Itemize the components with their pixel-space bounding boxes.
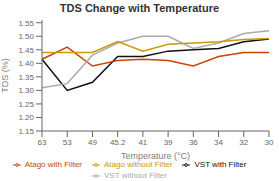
svg-text:1.35: 1.35	[18, 73, 34, 82]
svg-text:53: 53	[63, 138, 72, 147]
svg-text:TDS (%): TDS (%)	[8, 58, 10, 93]
html-text:VST without Filter: VST without Filter	[104, 171, 167, 180]
svg-text:41: 41	[138, 138, 147, 147]
svg-text:1.50: 1.50	[18, 32, 34, 41]
html-text:Atago without Filter: Atago without Filter	[104, 160, 173, 169]
svg-text:34: 34	[214, 138, 223, 147]
svg-text:30: 30	[265, 138, 271, 147]
svg-text:Temperature (°C): Temperature (°C)	[121, 151, 190, 161]
svg-text:39: 39	[164, 138, 173, 147]
svg-text:1.25: 1.25	[18, 100, 34, 109]
svg-text:32: 32	[239, 138, 248, 147]
svg-text:63: 63	[38, 138, 47, 147]
svg-text:49: 49	[88, 138, 97, 147]
svg-text:1.55: 1.55	[18, 19, 34, 28]
svg-text:1.30: 1.30	[18, 86, 34, 95]
svg-text:45.2: 45.2	[110, 138, 126, 147]
svg-text:36: 36	[189, 138, 198, 147]
html-text:TDS Change with Temperature: TDS Change with Temperature	[59, 2, 220, 14]
html-text:VST with Filter: VST with Filter	[194, 160, 247, 169]
html-text:Atago with Filter: Atago with Filter	[24, 160, 82, 169]
svg-text:1.40: 1.40	[18, 59, 34, 68]
svg-text:1.15: 1.15	[18, 127, 34, 136]
svg-text:1.45: 1.45	[18, 46, 34, 55]
svg-text:1.20: 1.20	[18, 113, 34, 122]
